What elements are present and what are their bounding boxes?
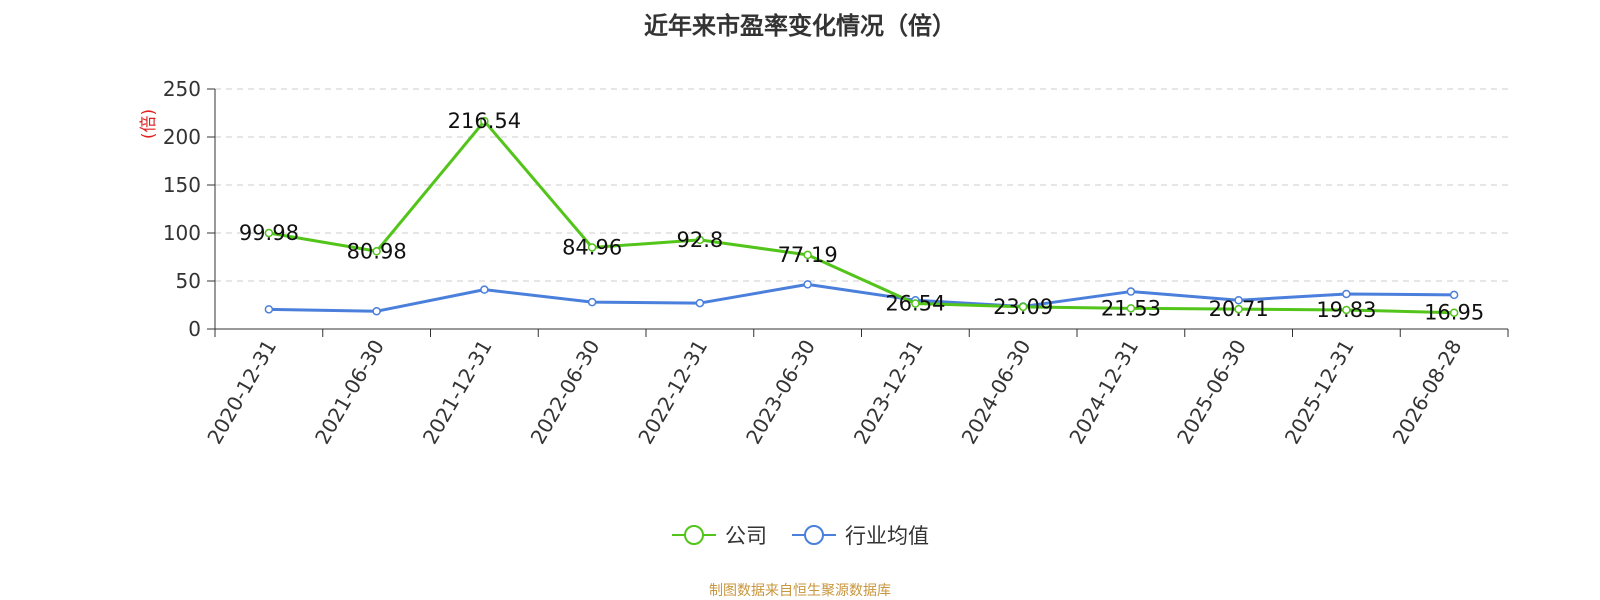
data-label: 19.83 bbox=[1316, 298, 1376, 322]
legend-item-industry[interactable]: 行业均值 bbox=[791, 520, 929, 550]
data-point-company[interactable] bbox=[480, 116, 489, 126]
data-point-company[interactable] bbox=[803, 250, 812, 260]
data-point-industry[interactable] bbox=[480, 285, 489, 294]
chart-title: 近年来市盈率变化情况（倍） bbox=[644, 12, 956, 40]
data-point-company[interactable] bbox=[1449, 308, 1459, 317]
y-tick-label: 250 bbox=[163, 77, 201, 101]
data-point-company[interactable] bbox=[264, 228, 274, 238]
series-line-company bbox=[268, 119, 1455, 315]
x-tick-label: 2025-06-30 bbox=[1172, 336, 1251, 449]
data-point-industry[interactable] bbox=[264, 305, 274, 314]
data-label: 77.19 bbox=[778, 243, 838, 267]
x-tick-label: 2023-12-31 bbox=[849, 336, 928, 449]
x-tick-label: 2023-06-30 bbox=[741, 336, 820, 449]
data-labels: 99.98 80.98 216.54 84.96 92.8 77.19 26.54 23.09… bbox=[239, 109, 1484, 325]
data-point-company[interactable] bbox=[1234, 304, 1243, 314]
data-label: 80.98 bbox=[347, 239, 407, 263]
x-tick-label: 2022-12-31 bbox=[633, 336, 712, 449]
y-tick-label: 150 bbox=[163, 173, 201, 197]
legend-label-company: 公司 bbox=[725, 524, 767, 548]
x-tick-label: 2021-12-31 bbox=[418, 336, 497, 449]
data-label: 21.53 bbox=[1101, 296, 1161, 320]
x-tick-label: 2024-12-31 bbox=[1064, 336, 1143, 449]
y-tick-label: 0 bbox=[188, 317, 201, 341]
x-tick-label: 2025-12-31 bbox=[1280, 336, 1359, 449]
data-point-industry[interactable] bbox=[1449, 290, 1459, 300]
data-label: 23.09 bbox=[993, 295, 1053, 319]
data-point-industry[interactable] bbox=[695, 298, 705, 308]
x-tick-label: 2020-12-31 bbox=[202, 336, 281, 449]
data-point-industry[interactable] bbox=[587, 297, 597, 307]
x-tick-label: 2026-08-28 bbox=[1388, 336, 1467, 449]
data-label: 216.54 bbox=[448, 109, 521, 133]
data-label: 20.71 bbox=[1209, 297, 1269, 321]
legend-marker-company-icon bbox=[672, 525, 716, 545]
x-tick-label: 2024-06-30 bbox=[957, 336, 1036, 449]
source-note: 制图数据来自恒生聚源数据库 bbox=[709, 583, 891, 599]
legend-item-company[interactable]: 公司 bbox=[671, 520, 767, 550]
data-point-industry[interactable] bbox=[1342, 289, 1351, 299]
series bbox=[264, 116, 1459, 317]
data-point-company[interactable] bbox=[372, 247, 381, 256]
data-point-company[interactable] bbox=[695, 235, 705, 245]
series-line-industry bbox=[268, 282, 1455, 313]
data-point-company[interactable] bbox=[911, 299, 920, 308]
line-chart: 0 50 100 150 200 250 2020-12-31 2021-06-30 2021-… bbox=[139, 77, 1509, 449]
data-label: 92.8 bbox=[676, 228, 723, 252]
legend-label-industry: 行业均值 bbox=[845, 524, 929, 548]
x-tick-label: 2022-06-30 bbox=[526, 336, 605, 449]
x-tick-label: 2021-06-30 bbox=[310, 336, 389, 449]
data-point-company[interactable] bbox=[1342, 305, 1351, 315]
data-point-company[interactable] bbox=[587, 243, 597, 252]
data-label: 84.96 bbox=[562, 235, 622, 259]
data-point-industry[interactable] bbox=[1234, 295, 1243, 305]
data-label: 99.98 bbox=[239, 221, 299, 245]
grid-lines bbox=[215, 88, 1508, 282]
data-point-industry[interactable] bbox=[372, 306, 381, 316]
data-point-company[interactable] bbox=[1126, 304, 1136, 313]
legend-marker-industry-icon bbox=[792, 525, 836, 545]
y-tick-label: 100 bbox=[163, 221, 201, 245]
y-tick-label: 50 bbox=[176, 269, 201, 293]
data-point-industry[interactable] bbox=[1126, 287, 1136, 296]
data-point-company[interactable] bbox=[1018, 302, 1028, 312]
data-label: 26.54 bbox=[885, 292, 945, 316]
y-axis-label: (倍) bbox=[139, 109, 159, 139]
data-label: 16.95 bbox=[1424, 301, 1484, 325]
legend: 公司 行业均值 bbox=[0, 520, 1600, 550]
data-point-industry[interactable] bbox=[803, 280, 812, 289]
y-tick-label: 200 bbox=[163, 125, 201, 149]
